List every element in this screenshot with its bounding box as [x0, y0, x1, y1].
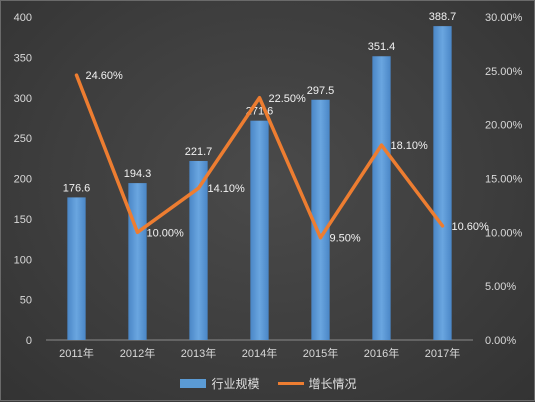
- legend-label-line: 增长情况: [308, 377, 357, 391]
- x-tick-label: 2011年: [59, 346, 94, 360]
- y-left-tick-label: 300: [14, 93, 32, 105]
- growth-point: [197, 186, 200, 190]
- growth-point: [441, 224, 444, 228]
- bar: [433, 26, 452, 340]
- bar-value-label: 297.5: [307, 85, 335, 97]
- y-left-tick-label: 200: [14, 174, 32, 186]
- bar: [189, 160, 208, 340]
- bar: [250, 120, 269, 340]
- growth-point: [136, 230, 139, 234]
- bar: [67, 197, 86, 340]
- y-right-tick-label: 15.00%: [485, 174, 523, 186]
- y-right-tick-label: 25.00%: [485, 66, 523, 78]
- x-tick-label: 2013年: [181, 346, 216, 360]
- growth-value-label: 22.50%: [269, 93, 307, 105]
- y-right-tick-label: 20.00%: [485, 120, 523, 132]
- growth-point: [258, 96, 261, 100]
- y-left-tick-label: 250: [14, 133, 32, 145]
- bar: [311, 99, 330, 340]
- y-left-tick-label: 0: [26, 335, 32, 347]
- y-left-tick-label: 150: [14, 214, 32, 226]
- y-left-tick-label: 350: [14, 52, 32, 64]
- y-right-tick-label: 10.00%: [485, 227, 523, 239]
- y-right-tick-label: 30.00%: [485, 12, 523, 24]
- legend-label-bar: 行业规模: [211, 377, 260, 391]
- bar-value-label: 221.7: [185, 146, 213, 158]
- legend: 行业规模 增长情况: [1, 375, 535, 392]
- y-left-tick-label: 50: [20, 295, 32, 307]
- growth-value-label: 14.10%: [208, 183, 246, 195]
- growth-value-label: 10.60%: [452, 221, 490, 233]
- growth-value-label: 24.60%: [86, 70, 124, 82]
- x-tick-label: 2015年: [303, 346, 338, 360]
- y-right-tick-label: 0.00%: [485, 335, 516, 347]
- x-tick-label: 2017年: [425, 346, 460, 360]
- bar-value-label: 176.6: [63, 182, 91, 194]
- bar: [128, 183, 147, 340]
- x-tick-label: 2016年: [364, 346, 399, 360]
- y-right-tick-label: 5.00%: [485, 281, 516, 293]
- bar: [372, 56, 391, 340]
- growth-value-label: 18.10%: [391, 140, 429, 152]
- growth-value-label: 9.50%: [330, 233, 361, 245]
- growth-point: [380, 143, 383, 147]
- legend-bar-swatch: [180, 379, 207, 388]
- legend-line-swatch: [277, 382, 304, 385]
- bar-value-label: 194.3: [124, 168, 152, 180]
- bar-value-label: 351.4: [368, 41, 396, 53]
- growth-value-label: 10.00%: [147, 227, 185, 239]
- legend-item-line: 增长情况: [277, 375, 357, 392]
- y-left-tick-label: 100: [14, 254, 32, 266]
- legend-item-bar: 行业规模: [180, 375, 260, 392]
- growth-point: [75, 73, 78, 77]
- growth-point: [319, 236, 322, 240]
- y-left-tick-label: 400: [14, 12, 32, 24]
- x-tick-label: 2014年: [242, 346, 277, 360]
- bar-value-label: 388.7: [429, 11, 457, 23]
- x-tick-label: 2012年: [120, 346, 155, 360]
